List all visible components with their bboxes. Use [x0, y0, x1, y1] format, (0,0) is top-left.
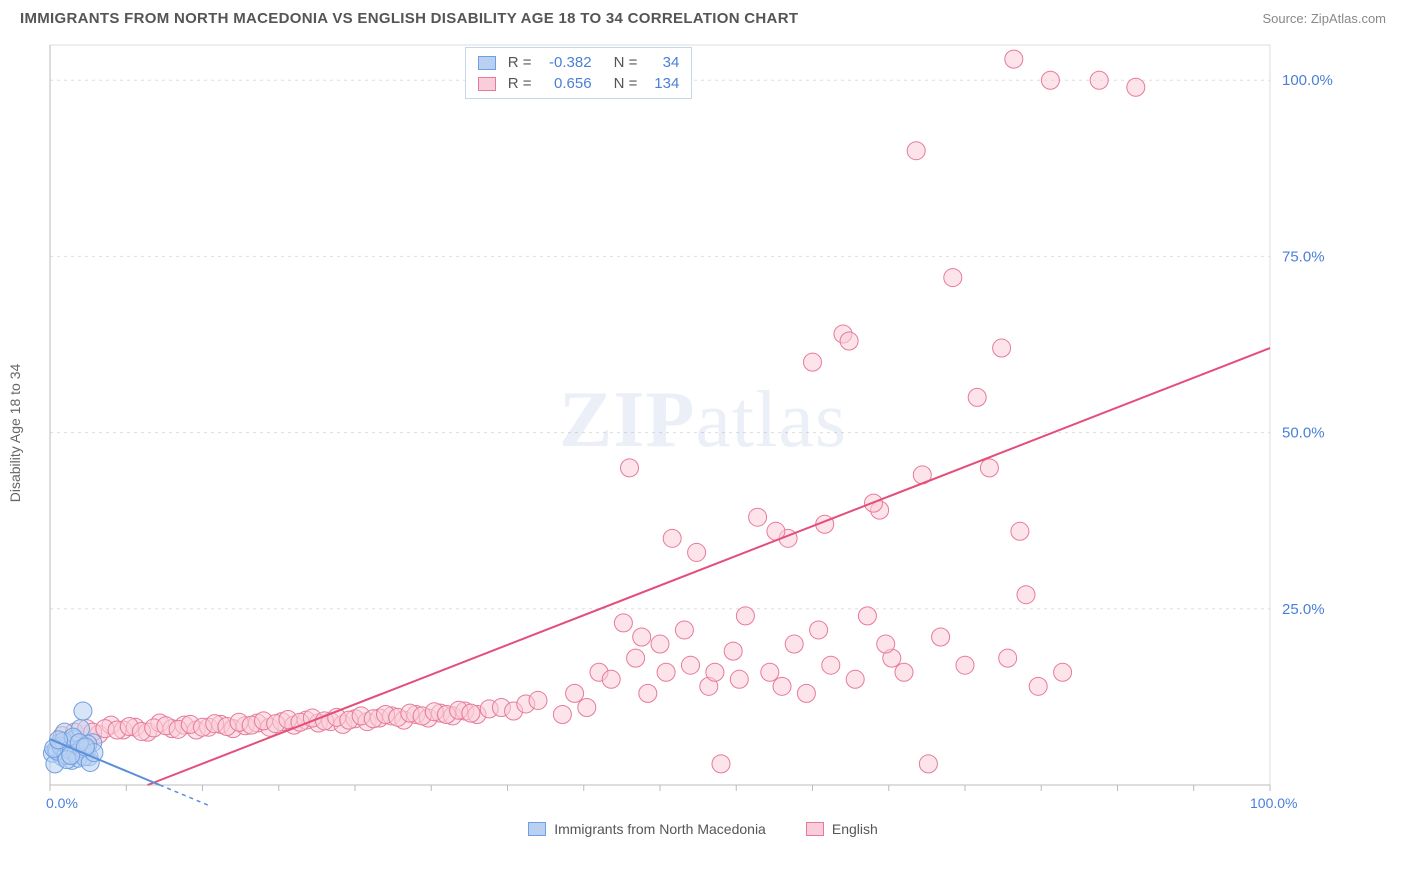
data-point [621, 459, 639, 477]
data-point [651, 635, 669, 653]
data-point [1029, 677, 1047, 695]
data-point [1054, 663, 1072, 681]
data-point [1011, 522, 1029, 540]
data-point [1090, 71, 1108, 89]
data-point [724, 642, 742, 660]
data-point [736, 607, 754, 625]
data-point [944, 269, 962, 287]
data-point [877, 635, 895, 653]
data-point [578, 698, 596, 716]
svg-text:25.0%: 25.0% [1282, 601, 1325, 618]
data-point [1041, 71, 1059, 89]
x-axis-legend: Immigrants from North Macedonia English [0, 821, 1406, 837]
data-point [675, 621, 693, 639]
stat-n-value: 34 [649, 54, 679, 71]
legend-swatch [478, 77, 496, 91]
y-axis-label: Disability Age 18 to 34 [7, 364, 23, 503]
stat-r-value: 0.656 [544, 75, 592, 92]
data-point [682, 656, 700, 674]
chart-title: IMMIGRANTS FROM NORTH MACEDONIA VS ENGLI… [20, 10, 798, 27]
data-point [614, 614, 632, 632]
stat-r-label: R = [508, 54, 532, 71]
legend-item: Immigrants from North Macedonia [528, 821, 766, 837]
stat-r-value: -0.382 [544, 54, 592, 71]
data-point [919, 755, 937, 773]
scatter-plot: 25.0% 50.0% 75.0% 100.0% [20, 35, 1340, 815]
data-point [761, 663, 779, 681]
data-point [895, 663, 913, 681]
data-point [797, 684, 815, 702]
data-point [553, 706, 571, 724]
stats-row: R = 0.656 N = 134 [466, 73, 692, 94]
legend-label: Immigrants from North Macedonia [554, 821, 766, 837]
stats-legend-box: R = -0.382 N = 34 R = 0.656 N = 134 [465, 47, 693, 99]
legend-swatch [528, 822, 546, 836]
legend-swatch [806, 822, 824, 836]
source-label: Source: ZipAtlas.com [1262, 11, 1386, 26]
x-tick-origin: 0.0% [46, 795, 78, 811]
data-point [462, 704, 480, 722]
data-point [804, 353, 822, 371]
data-point [932, 628, 950, 646]
svg-text:50.0%: 50.0% [1282, 425, 1325, 442]
stat-r-label: R = [508, 75, 532, 92]
data-point [999, 649, 1017, 667]
data-point [602, 670, 620, 688]
data-point [822, 656, 840, 674]
data-point [846, 670, 864, 688]
data-point [968, 388, 986, 406]
data-point [712, 755, 730, 773]
stats-row: R = -0.382 N = 34 [466, 52, 692, 73]
data-point [566, 684, 584, 702]
data-point [74, 702, 92, 720]
data-point [993, 339, 1011, 357]
stat-n-label: N = [614, 75, 638, 92]
data-point [785, 635, 803, 653]
stat-n-value: 134 [649, 75, 679, 92]
legend-item: English [806, 821, 878, 837]
data-point [688, 543, 706, 561]
data-point [627, 649, 645, 667]
data-point [956, 656, 974, 674]
legend-swatch [478, 56, 496, 70]
x-tick-max: 100.0% [1250, 795, 1297, 811]
svg-text:100.0%: 100.0% [1282, 72, 1333, 89]
data-point [657, 663, 675, 681]
stat-n-label: N = [614, 54, 638, 71]
data-point [1127, 78, 1145, 96]
data-point [639, 684, 657, 702]
data-point [1005, 50, 1023, 68]
data-point [907, 142, 925, 160]
data-point [730, 670, 748, 688]
data-point [663, 529, 681, 547]
data-point [773, 677, 791, 695]
trendline-macedonia-ext [160, 785, 209, 805]
data-point [1017, 586, 1035, 604]
data-point [840, 332, 858, 350]
data-point [980, 459, 998, 477]
data-point [633, 628, 651, 646]
svg-text:75.0%: 75.0% [1282, 248, 1325, 265]
data-point [749, 508, 767, 526]
trendline-english [148, 348, 1270, 785]
legend-label: English [832, 821, 878, 837]
data-point [858, 607, 876, 625]
chart-area: Disability Age 18 to 34 25.0%50.0%75.0%1… [20, 35, 1386, 815]
data-point [706, 663, 724, 681]
data-point [810, 621, 828, 639]
data-point [529, 691, 547, 709]
